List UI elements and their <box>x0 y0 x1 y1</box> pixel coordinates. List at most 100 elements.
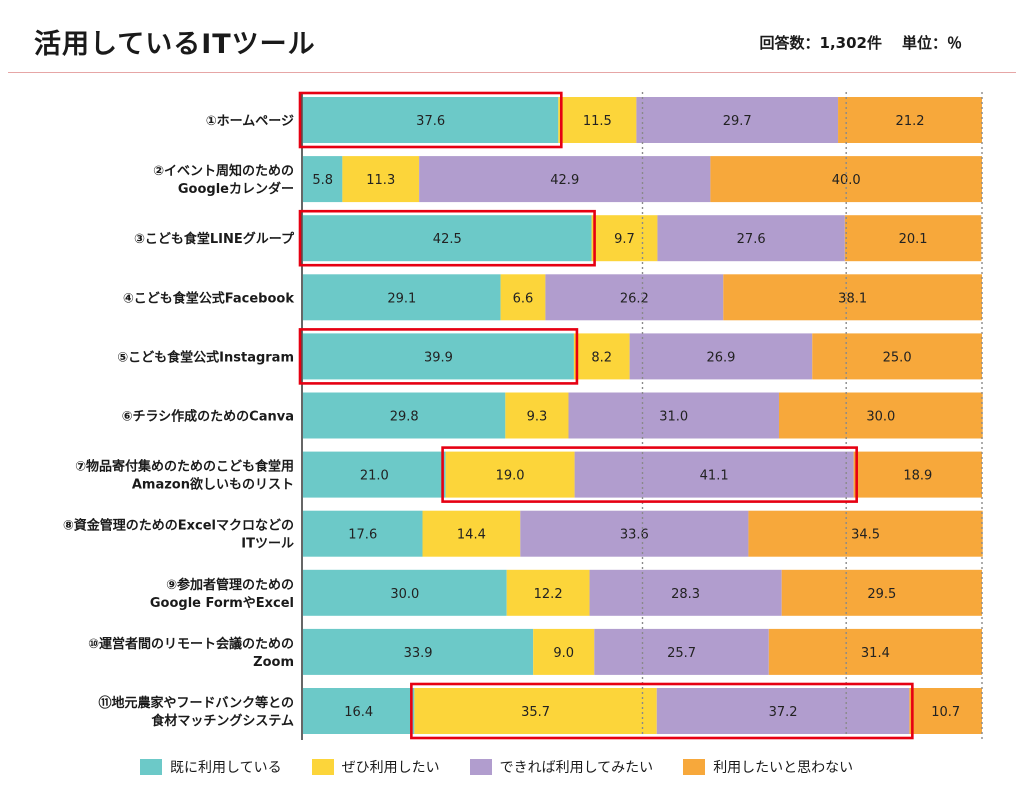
category-label: Google FormやExcel <box>150 596 294 611</box>
data-label: 42.9 <box>550 173 579 188</box>
data-label: 30.0 <box>390 587 419 602</box>
data-label: 18.9 <box>903 469 932 484</box>
data-label: 29.8 <box>390 410 419 425</box>
respondent-count: 回答数：1,302件 <box>759 34 882 52</box>
bar-segment-already-using <box>303 97 559 143</box>
legend-item-not-wanted: 利用したいと思わない <box>683 757 853 777</box>
bar-segment-already-using <box>303 569 507 616</box>
legend-swatch <box>140 759 162 775</box>
data-label: 40.0 <box>832 173 861 188</box>
category-label: ②イベント周知のための <box>153 163 294 179</box>
bar-segment-if-possible <box>545 274 724 321</box>
data-label: 30.0 <box>866 410 895 425</box>
bar-segment-not-wanted <box>909 688 982 734</box>
bar-segment-want-to-use <box>591 215 658 262</box>
bar-segment-if-possible <box>636 97 839 143</box>
data-label: 31.4 <box>861 646 890 661</box>
bar-segment-want-to-use <box>445 451 575 498</box>
data-label: 20.1 <box>899 232 928 247</box>
stacked-bar-chart: 37.6 11.5 29.7 21.2 ①ホームページ 5.8 11.3 42.9 40.0 ②イ… <box>63 91 983 740</box>
bar-segment-not-wanted <box>781 569 982 616</box>
data-label: 25.0 <box>883 350 912 365</box>
data-label: 21.2 <box>896 114 925 129</box>
bar-segment-already-using <box>303 156 343 203</box>
category-label: ③こども食堂LINEグループ <box>134 231 295 247</box>
highlight-box <box>441 446 858 503</box>
bar-segment-not-wanted <box>853 451 982 498</box>
legend-label: ぜひ利用したい <box>341 760 440 776</box>
title-divider <box>8 72 1016 73</box>
category-label: ④こども食堂公式Facebook <box>123 290 295 306</box>
data-label: 10.7 <box>931 705 960 720</box>
bar-segment-not-wanted <box>778 392 983 439</box>
bar-segment-want-to-use <box>414 688 657 734</box>
data-label: 14.4 <box>457 528 486 543</box>
highlight-box <box>298 91 563 149</box>
data-label: 33.9 <box>404 646 433 661</box>
legend-item-want-to-use: ぜひ利用したい <box>311 757 440 777</box>
bar-segment-if-possible <box>574 451 854 498</box>
legend-item-if-possible: できれば利用してみたい <box>469 757 654 777</box>
category-label: ⑦物品寄付集めのためのこども食堂用 <box>75 459 294 475</box>
data-label: 33.6 <box>620 528 649 543</box>
bar-segment-not-wanted <box>748 510 983 557</box>
bar-segment-if-possible <box>419 156 711 203</box>
chart-legend: 既に利用している ぜひ利用したい できれば利用してみたい 利用したいと思わない <box>140 757 853 777</box>
data-label: 35.7 <box>521 705 550 720</box>
bar-segment-want-to-use <box>506 569 590 616</box>
data-label: 42.5 <box>433 232 462 247</box>
highlight-box <box>410 682 914 740</box>
bar-segment-not-wanted <box>844 215 982 262</box>
data-label: 38.1 <box>838 291 867 306</box>
bar-segment-already-using <box>303 628 534 675</box>
data-label: 5.8 <box>312 173 333 188</box>
legend-label: できれば利用してみたい <box>499 760 654 776</box>
data-label: 21.0 <box>360 469 389 484</box>
bar-segment-already-using <box>303 392 506 439</box>
data-label: 11.5 <box>583 114 612 129</box>
category-label: ⑥チラシ作成のためのCanva <box>121 409 294 425</box>
data-label: 28.3 <box>671 587 700 602</box>
bar-segment-already-using <box>303 688 415 734</box>
data-label: 37.2 <box>769 705 798 720</box>
bar-segment-want-to-use <box>558 97 637 143</box>
bar-segment-want-to-use <box>505 392 569 439</box>
bar-segment-if-possible <box>589 569 782 616</box>
bar-segment-if-possible <box>568 392 779 439</box>
data-label: 41.1 <box>700 469 729 484</box>
bar-segment-if-possible <box>594 628 769 675</box>
data-label: 6.6 <box>513 291 534 306</box>
category-label: ⑨参加者管理のための <box>166 577 294 593</box>
data-label: 16.4 <box>344 705 373 720</box>
data-label: 29.7 <box>723 114 752 129</box>
legend-label: 利用したいと思わない <box>713 760 854 776</box>
data-label: 9.0 <box>553 646 574 661</box>
legend-swatch <box>311 759 334 775</box>
data-label: 29.5 <box>867 587 896 602</box>
category-label: Amazon欲しいものリスト <box>132 477 294 493</box>
bar-segment-if-possible <box>657 215 845 262</box>
bar-segment-if-possible <box>656 688 910 734</box>
category-label: ⑧資金管理のためのExcelマクロなどの <box>63 518 294 534</box>
data-label: 37.6 <box>416 114 445 129</box>
bar-segment-if-possible <box>520 510 749 557</box>
bar-segment-already-using <box>303 333 574 380</box>
data-label: 12.2 <box>534 587 563 602</box>
bar-segment-want-to-use <box>500 274 546 321</box>
data-label: 11.3 <box>366 173 395 188</box>
data-label: 29.1 <box>387 291 416 306</box>
bar-segment-already-using <box>303 274 501 321</box>
data-label: 39.9 <box>424 350 453 365</box>
highlight-box <box>298 328 579 385</box>
data-label: 9.3 <box>527 410 548 425</box>
bar-segment-already-using <box>303 215 592 262</box>
category-label: ①ホームページ <box>206 114 294 129</box>
bar-segment-not-wanted <box>812 333 982 380</box>
legend-swatch <box>683 759 706 775</box>
bar-segment-want-to-use <box>422 510 521 557</box>
bar-segment-if-possible <box>629 333 813 380</box>
category-label: ⑪地元農家やフードバンク等との <box>98 695 294 711</box>
legend-item-already-using: 既に利用している <box>140 757 282 777</box>
legend-swatch <box>469 759 492 775</box>
bar-segment-want-to-use <box>342 156 420 203</box>
